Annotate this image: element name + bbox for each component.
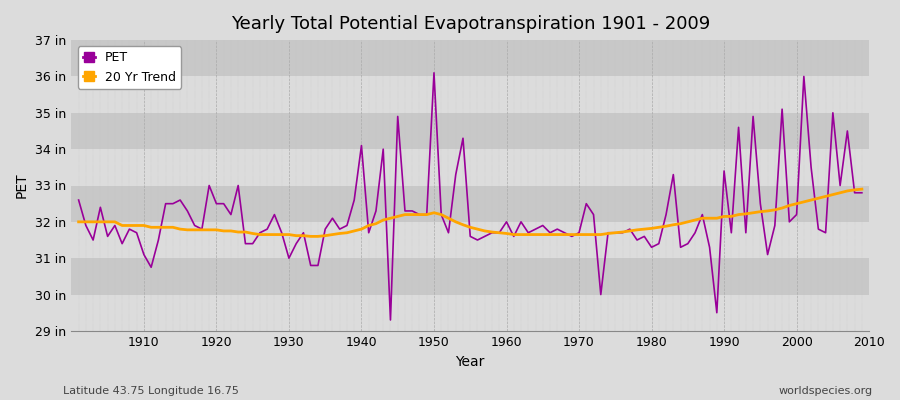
Bar bbox=[71, 113, 869, 149]
Bar bbox=[71, 40, 869, 76]
Text: Latitude 43.75 Longitude 16.75: Latitude 43.75 Longitude 16.75 bbox=[63, 386, 238, 396]
Bar bbox=[71, 294, 869, 331]
Legend: PET, 20 Yr Trend: PET, 20 Yr Trend bbox=[77, 46, 181, 89]
Bar bbox=[71, 149, 869, 186]
Text: worldspecies.org: worldspecies.org bbox=[778, 386, 873, 396]
Title: Yearly Total Potential Evapotranspiration 1901 - 2009: Yearly Total Potential Evapotranspiratio… bbox=[230, 15, 710, 33]
Bar bbox=[71, 258, 869, 294]
Bar bbox=[71, 222, 869, 258]
Bar bbox=[71, 76, 869, 113]
X-axis label: Year: Year bbox=[455, 355, 485, 369]
Bar bbox=[71, 186, 869, 222]
Y-axis label: PET: PET bbox=[15, 173, 29, 198]
